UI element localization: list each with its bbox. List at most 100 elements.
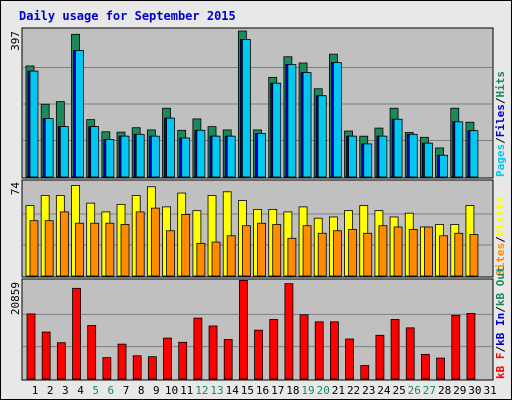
bar-kbf-28 [436,357,445,380]
bar-sites-16 [257,222,266,277]
bar-pages-24 [378,135,388,178]
xtick-label: 11 [180,384,193,397]
bar-pages-6 [105,139,115,178]
bar-kbf-22 [345,338,354,380]
bar-sites-28 [439,235,448,277]
bar-sites-17 [272,224,282,277]
xtick-label: 24 [377,384,391,397]
xtick-label: 30 [468,384,481,397]
bar-kbf-23 [360,365,370,380]
bar-pages-2 [44,118,54,178]
bar-kbf-19 [299,314,309,380]
bar-sites-18 [287,237,297,277]
bar-kbf-30 [466,313,476,380]
legend-item: Visits [494,197,507,237]
bar-sites-10 [166,230,175,277]
xtick-label: 21 [332,384,345,397]
legend-item: kB F [494,353,507,380]
bar-pages-19 [302,72,312,178]
legend-item: Sites [494,243,507,276]
xtick-label: 20 [317,384,330,397]
legend-item: kB Out [494,266,507,306]
bar-pages-11 [181,137,191,178]
bar-pages-23 [363,143,373,178]
bar-sites-5 [90,222,100,277]
xtick-label: 12 [195,384,208,397]
bar-sites-14 [226,235,236,277]
xtick-label: 18 [286,384,299,397]
bar-kbf-11 [178,341,188,380]
xtick-label: 15 [241,384,254,397]
bar-sites-2 [44,220,54,277]
chart-title: Daily usage for September 2015 [19,9,236,23]
bar-pages-15 [241,39,251,178]
bar-sites-24 [378,225,388,277]
bar-kbf-7 [117,343,127,380]
xtick-label: 10 [165,384,178,397]
bar-sites-27 [424,226,433,277]
xtick-label: 4 [77,384,84,397]
bar-kbf-1 [26,313,36,380]
xtick-label: 6 [108,384,115,397]
bar-kbf-2 [41,331,51,380]
ytick-visits-max: 74 [9,182,22,196]
legend-item: Pages [494,144,507,177]
bar-kbf-16 [254,329,263,380]
bar-pages-29 [454,121,464,178]
bar-pages-13 [211,135,221,178]
xtick-label: 29 [453,384,466,397]
bar-pages-17 [272,82,282,178]
xtick-label: 31 [483,384,496,397]
ytick-hits-max: 397 [9,31,22,51]
bar-pages-1 [29,70,39,178]
bar-kbf-29 [451,314,461,380]
bar-pages-20 [317,95,327,178]
bar-kbf-27 [421,353,430,380]
bar-sites-4 [75,222,84,277]
bar-kbf-8 [132,355,142,380]
bar-kbf-20 [314,321,324,380]
bar-kbf-5 [87,325,97,380]
bar-pages-16 [257,133,266,178]
bar-kbf-26 [405,327,415,380]
xtick-label: 26 [408,384,421,397]
bar-pages-21 [332,62,342,178]
bar-sites-1 [29,220,39,277]
ytick-kb-max: 20859 [9,282,22,315]
xtick-label: 13 [210,384,223,397]
bar-kbf-18 [284,283,294,380]
xtick-label: 9 [153,384,160,397]
legend: Sites/Visits [494,197,507,277]
bar-kbf-4 [72,287,81,380]
xtick-label: 27 [423,384,436,397]
bar-pages-4 [75,50,84,178]
bar-pages-3 [59,126,69,178]
bar-sites-11 [181,214,191,277]
xtick-label: 17 [271,384,284,397]
bar-pages-9 [150,135,160,178]
xtick-label: 8 [138,384,145,397]
legend: kB F/kB In/kB Out [494,266,507,379]
bar-kbf-6 [102,357,112,380]
legend-item: kB In [494,313,507,346]
bar-sites-6 [105,222,115,277]
xtick-label: 22 [347,384,360,397]
bar-sites-7 [120,224,130,277]
bar-sites-29 [454,232,464,277]
bar-pages-30 [469,130,479,178]
bar-pages-18 [287,64,297,178]
xtick-label: 5 [92,384,99,397]
bar-kbf-15 [238,280,248,380]
bar-pages-5 [90,126,100,178]
bar-pages-27 [424,142,433,178]
bar-sites-9 [150,207,160,277]
bar-kbf-9 [147,356,157,380]
bar-sites-22 [348,229,357,277]
xtick-label: 23 [362,384,375,397]
bar-kbf-24 [375,334,385,380]
bar-sites-19 [302,225,312,277]
bar-sites-21 [332,230,342,277]
